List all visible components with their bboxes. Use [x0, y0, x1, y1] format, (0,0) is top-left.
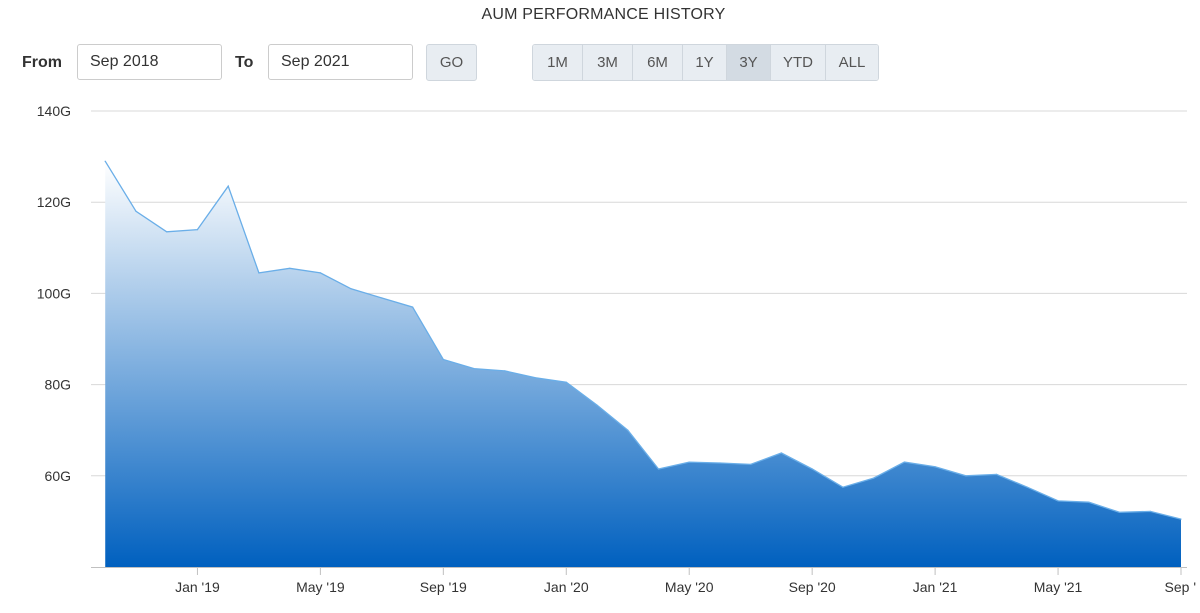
- data-point: [903, 461, 906, 463]
- data-point: [350, 288, 352, 290]
- range-button-3y[interactable]: 3Y: [727, 45, 771, 80]
- x-tick-label: May '20: [665, 579, 714, 595]
- x-tick-label: Sep '19: [420, 579, 467, 595]
- data-point: [627, 429, 629, 431]
- series-line: [104, 160, 1182, 520]
- data-point: [565, 381, 567, 383]
- x-tick-label: Jan '19: [175, 579, 220, 595]
- range-button-all[interactable]: ALL: [826, 45, 878, 80]
- x-tick-label: Sep '20: [789, 579, 836, 595]
- data-point: [534, 377, 537, 379]
- y-tick-label: 80G: [45, 377, 71, 393]
- y-tick-label: 100G: [37, 285, 71, 301]
- data-point: [135, 210, 137, 212]
- x-tick-label: May '19: [296, 579, 345, 595]
- data-point: [996, 473, 998, 475]
- data-point: [166, 231, 168, 233]
- data-point: [1057, 500, 1059, 502]
- data-point: [842, 486, 844, 488]
- data-point: [442, 358, 444, 361]
- data-point: [1118, 511, 1121, 513]
- data-point: [750, 463, 752, 465]
- x-tick-label: Jan '20: [544, 579, 589, 595]
- x-tick-label: May '21: [1034, 579, 1083, 595]
- data-point: [965, 475, 967, 477]
- range-button-3m[interactable]: 3M: [583, 45, 633, 80]
- y-tick-label: 120G: [37, 194, 71, 210]
- range-button-ytd[interactable]: YTD: [771, 45, 826, 80]
- y-tick-label: 60G: [45, 468, 71, 484]
- x-tick-label: Sep ': [1165, 579, 1196, 595]
- go-button[interactable]: GO: [426, 44, 477, 81]
- data-point: [719, 462, 721, 464]
- data-point: [780, 452, 783, 454]
- data-point: [473, 368, 475, 370]
- range-button-1m[interactable]: 1M: [533, 45, 583, 80]
- data-point: [104, 160, 106, 162]
- data-point: [289, 267, 291, 269]
- axes: 60G 80G 100G 120G 140G Jan '19 May '19 Sep '19 J…: [37, 103, 1196, 595]
- data-point: [1149, 510, 1151, 512]
- from-label: From: [22, 54, 62, 71]
- data-point: [657, 468, 660, 470]
- area-fill: [105, 161, 1182, 567]
- data-point: [596, 404, 598, 406]
- data-point: [504, 370, 506, 372]
- data-point: [873, 477, 875, 479]
- data-point: [934, 466, 936, 468]
- y-tick-label: 140G: [37, 103, 71, 119]
- to-label: To: [235, 54, 254, 71]
- chart-title: AUM PERFORMANCE HISTORY: [481, 6, 726, 23]
- area-series: [104, 160, 1182, 567]
- x-tick-label: Jan '21: [913, 579, 958, 595]
- data-point: [1180, 518, 1182, 520]
- data-point: [196, 229, 198, 231]
- to-date-input[interactable]: [268, 44, 413, 80]
- data-point: [1088, 501, 1090, 503]
- data-point: [811, 468, 813, 470]
- range-selector: 1M 3M 6M 1Y 3Y YTD ALL: [532, 44, 879, 81]
- range-button-6m[interactable]: 6M: [633, 45, 683, 80]
- data-point: [319, 272, 321, 274]
- range-button-1y[interactable]: 1Y: [683, 45, 727, 80]
- data-point: [412, 306, 414, 308]
- from-date-input[interactable]: [77, 44, 222, 80]
- data-point: [258, 272, 260, 274]
- data-point: [381, 297, 383, 299]
- data-point: [227, 185, 229, 187]
- data-point: [688, 461, 690, 463]
- data-point: [1026, 486, 1028, 488]
